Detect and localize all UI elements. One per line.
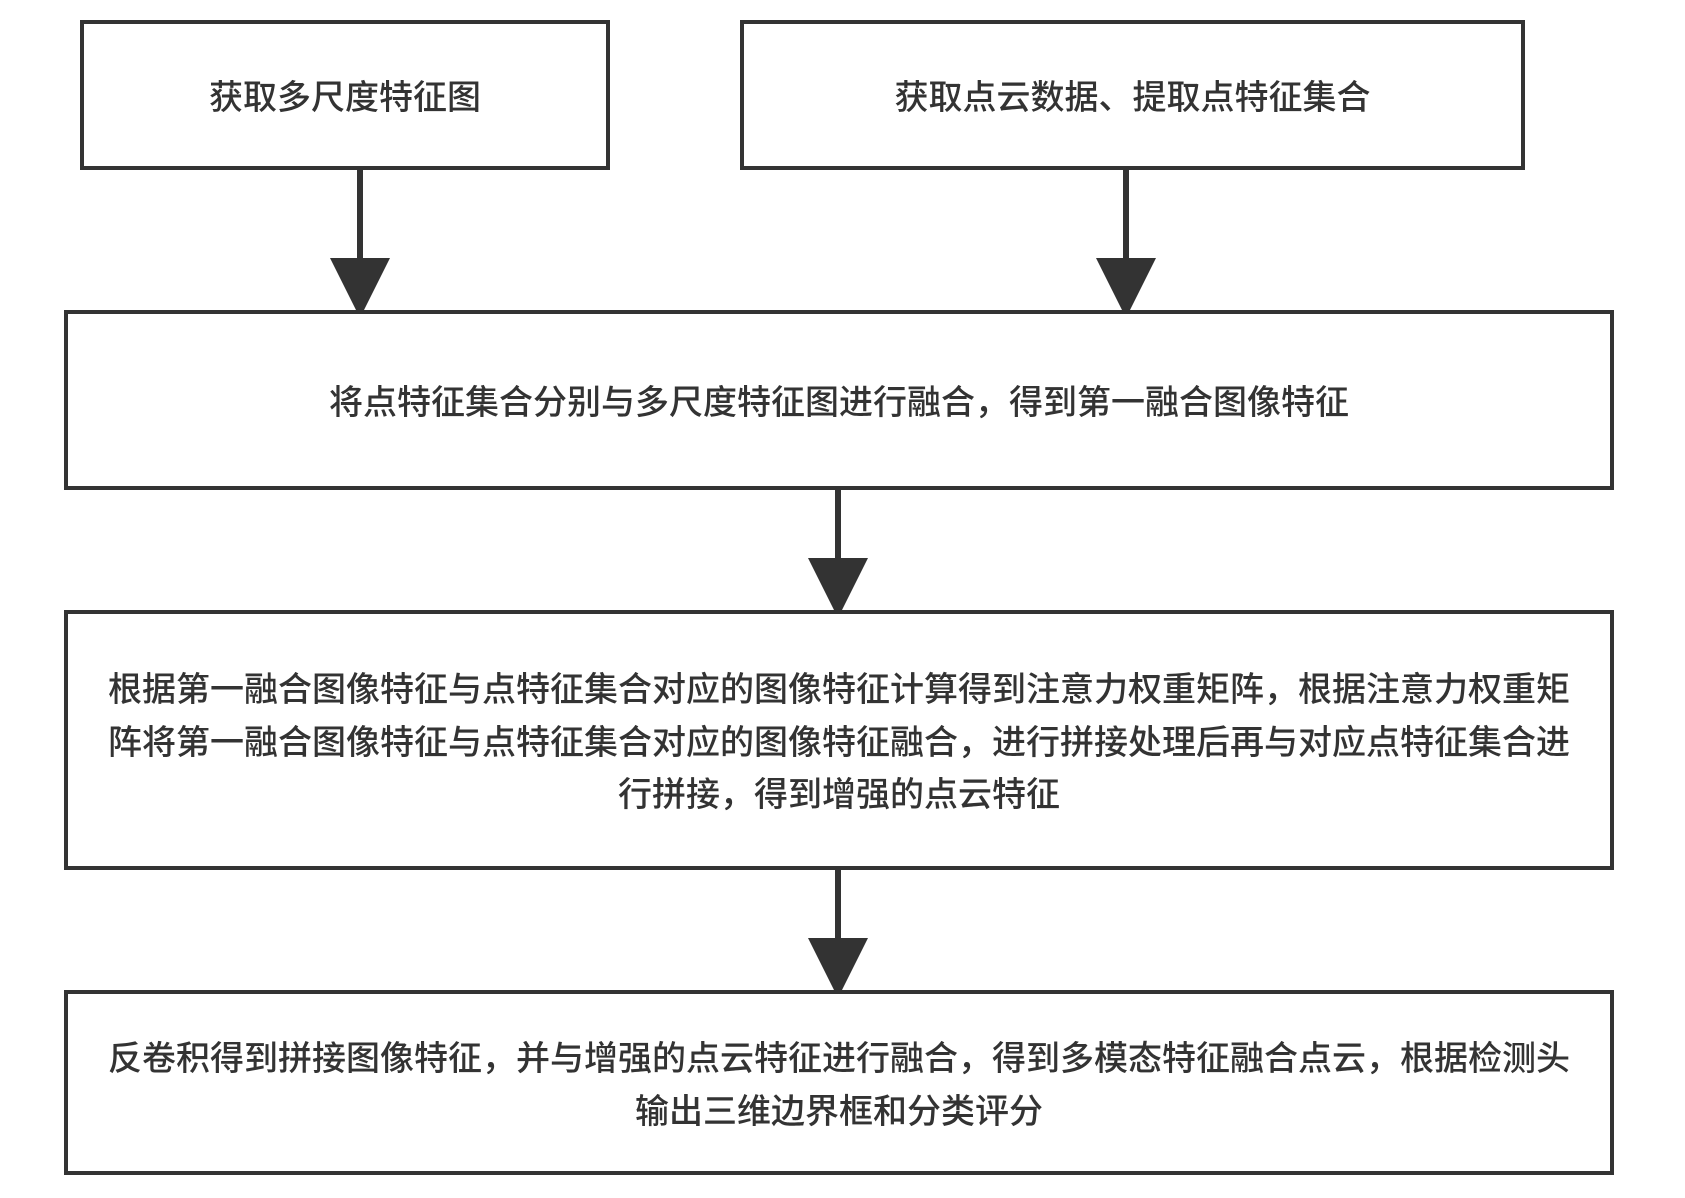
node-label: 获取点云数据、提取点特征集合 [895,69,1371,122]
flowchart-node-n5: 反卷积得到拼接图像特征，并与增强的点云特征进行融合，得到多模态特征融合点云，根据… [64,990,1614,1175]
node-label: 将点特征集合分别与多尺度特征图进行融合，得到第一融合图像特征 [329,374,1349,427]
node-label: 根据第一融合图像特征与点特征集合对应的图像特征计算得到注意力权重矩阵，根据注意力… [96,661,1582,819]
node-label: 获取多尺度特征图 [209,69,481,122]
flowchart-node-n2: 获取点云数据、提取点特征集合 [740,20,1525,170]
flowchart-node-n1: 获取多尺度特征图 [80,20,610,170]
flowchart-node-n3: 将点特征集合分别与多尺度特征图进行融合，得到第一融合图像特征 [64,310,1614,490]
node-label: 反卷积得到拼接图像特征，并与增强的点云特征进行融合，得到多模态特征融合点云，根据… [96,1030,1582,1135]
flowchart-canvas: 获取多尺度特征图 获取点云数据、提取点特征集合将点特征集合分别与多尺度特征图进行融… [0,0,1685,1198]
flowchart-node-n4: 根据第一融合图像特征与点特征集合对应的图像特征计算得到注意力权重矩阵，根据注意力… [64,610,1614,870]
